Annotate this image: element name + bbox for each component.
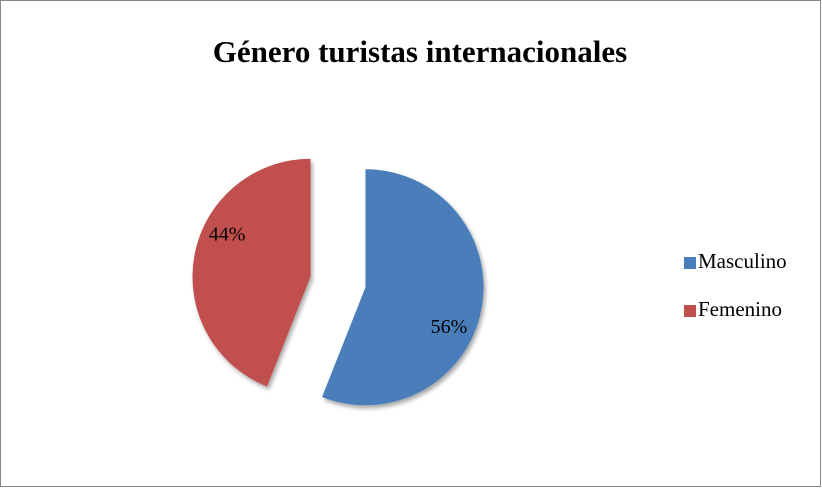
chart-title: Género turistas internacionales (213, 34, 627, 69)
legend-label: Femenino (698, 297, 782, 321)
pie-slice (192, 158, 311, 387)
pie-slice (322, 169, 484, 406)
legend-label: Masculino (698, 249, 787, 273)
data-label: 56% (431, 316, 468, 338)
legend-swatch (684, 257, 696, 269)
data-label: 44% (209, 223, 246, 245)
legend-swatch (684, 305, 696, 317)
